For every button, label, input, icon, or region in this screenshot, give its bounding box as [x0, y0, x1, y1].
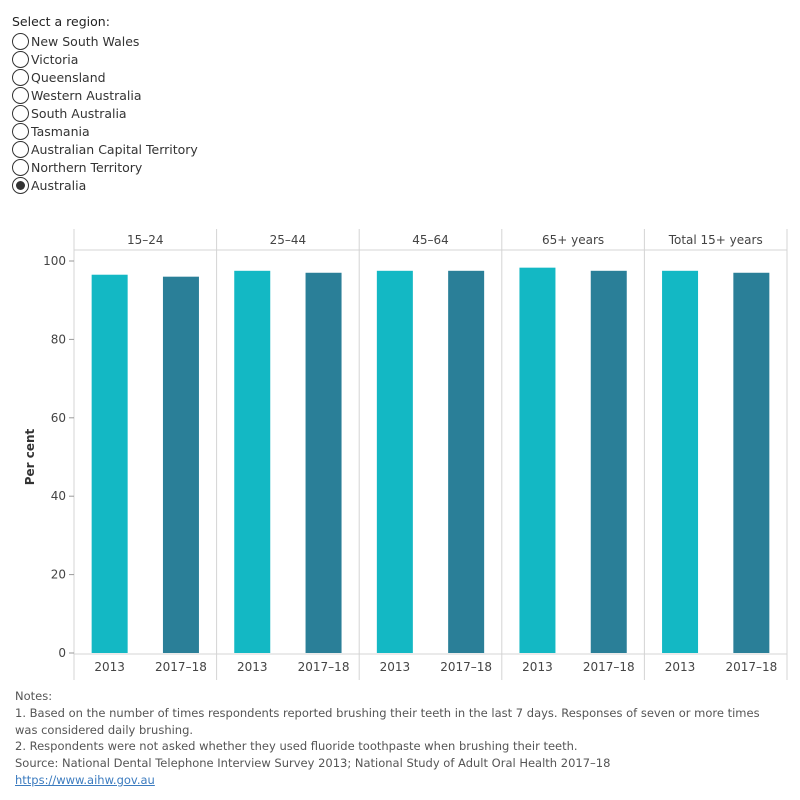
radio-button[interactable]	[12, 176, 29, 194]
radio-list: New South Wales Victoria Queensland Western…	[12, 32, 198, 194]
bar	[234, 270, 271, 653]
note-line-1: 1. Based on the number of times responde…	[15, 705, 760, 737]
bar	[162, 276, 199, 653]
region-option[interactable]: Australian Capital Territory	[12, 140, 198, 158]
bar	[733, 272, 770, 653]
radio-button[interactable]	[12, 122, 29, 140]
panel-header: 25–44	[270, 233, 307, 247]
bar	[91, 274, 128, 653]
radio-button[interactable]	[12, 104, 29, 122]
radio-button[interactable]	[12, 158, 29, 176]
region-option[interactable]: Australia	[12, 176, 198, 194]
region-option-label: New South Wales	[31, 33, 140, 49]
filter-title: Select a region:	[12, 14, 110, 29]
radio-button[interactable]	[12, 140, 29, 158]
radio-button[interactable]	[12, 68, 29, 86]
region-option[interactable]: South Australia	[12, 104, 198, 122]
x-tick-label: 2017–18	[298, 660, 350, 674]
bar	[590, 270, 627, 653]
x-tick-label: 2013	[665, 660, 696, 674]
y-tick-label: 60	[51, 411, 66, 425]
x-tick-label: 2017–18	[440, 660, 492, 674]
x-tick-label: 2013	[237, 660, 268, 674]
y-tick-label: 80	[51, 332, 66, 346]
x-tick-label: 2013	[380, 660, 411, 674]
panel-header: 15–24	[127, 233, 164, 247]
source-line: Source: National Dental Telephone Interv…	[15, 756, 611, 771]
region-option[interactable]: Victoria	[12, 50, 198, 68]
radio-button[interactable]	[12, 32, 29, 50]
region-filter: Select a region: New South Wales Victoria…	[12, 14, 198, 194]
region-option-label: Victoria	[31, 51, 79, 67]
x-tick-label: 2017–18	[583, 660, 635, 674]
note-line-2: 2. Respondents were not asked whether th…	[15, 739, 578, 754]
x-tick-label: 2017–18	[155, 660, 207, 674]
bar	[376, 270, 413, 653]
bar	[448, 270, 485, 653]
region-option-label: Western Australia	[31, 87, 142, 103]
panel-header: 65+ years	[542, 233, 604, 247]
x-tick-label: 2017–18	[725, 660, 777, 674]
region-option[interactable]: Western Australia	[12, 86, 198, 104]
radio-button[interactable]	[12, 86, 29, 104]
bar	[519, 267, 556, 653]
region-option-label: Tasmania	[31, 123, 90, 139]
region-option-label: Northern Territory	[31, 159, 143, 175]
y-tick-label: 0	[58, 646, 66, 660]
panel-header: Total 15+ years	[668, 233, 763, 247]
region-option[interactable]: Northern Territory	[12, 158, 198, 176]
region-option-label: Australian Capital Territory	[31, 141, 198, 157]
y-axis-label: Per cent	[23, 428, 37, 485]
x-tick-label: 2013	[94, 660, 125, 674]
y-tick-label: 40	[51, 489, 66, 503]
y-tick-label: 100	[43, 254, 66, 268]
region-option[interactable]: Queensland	[12, 68, 198, 86]
bar	[662, 270, 699, 653]
region-option-label: South Australia	[31, 105, 127, 121]
region-option-label: Australia	[31, 177, 87, 193]
bar-chart: 0 20 40 60 80 100 Per cent 15–24 2013 2017–18 25–4…	[23, 229, 788, 680]
bar	[305, 272, 342, 653]
notes-heading: Notes:	[15, 689, 53, 703]
y-tick-label: 20	[51, 568, 66, 582]
x-tick-label: 2013	[522, 660, 553, 674]
region-option[interactable]: New South Wales	[12, 32, 198, 50]
source-link[interactable]: https://www.aihw.gov.au	[15, 772, 155, 787]
panel-header: 45–64	[412, 233, 449, 247]
region-option-label: Queensland	[31, 69, 106, 85]
notes: Notes: 1. Based on the number of times r…	[15, 688, 785, 789]
region-option[interactable]: Tasmania	[12, 122, 198, 140]
radio-button[interactable]	[12, 50, 29, 68]
